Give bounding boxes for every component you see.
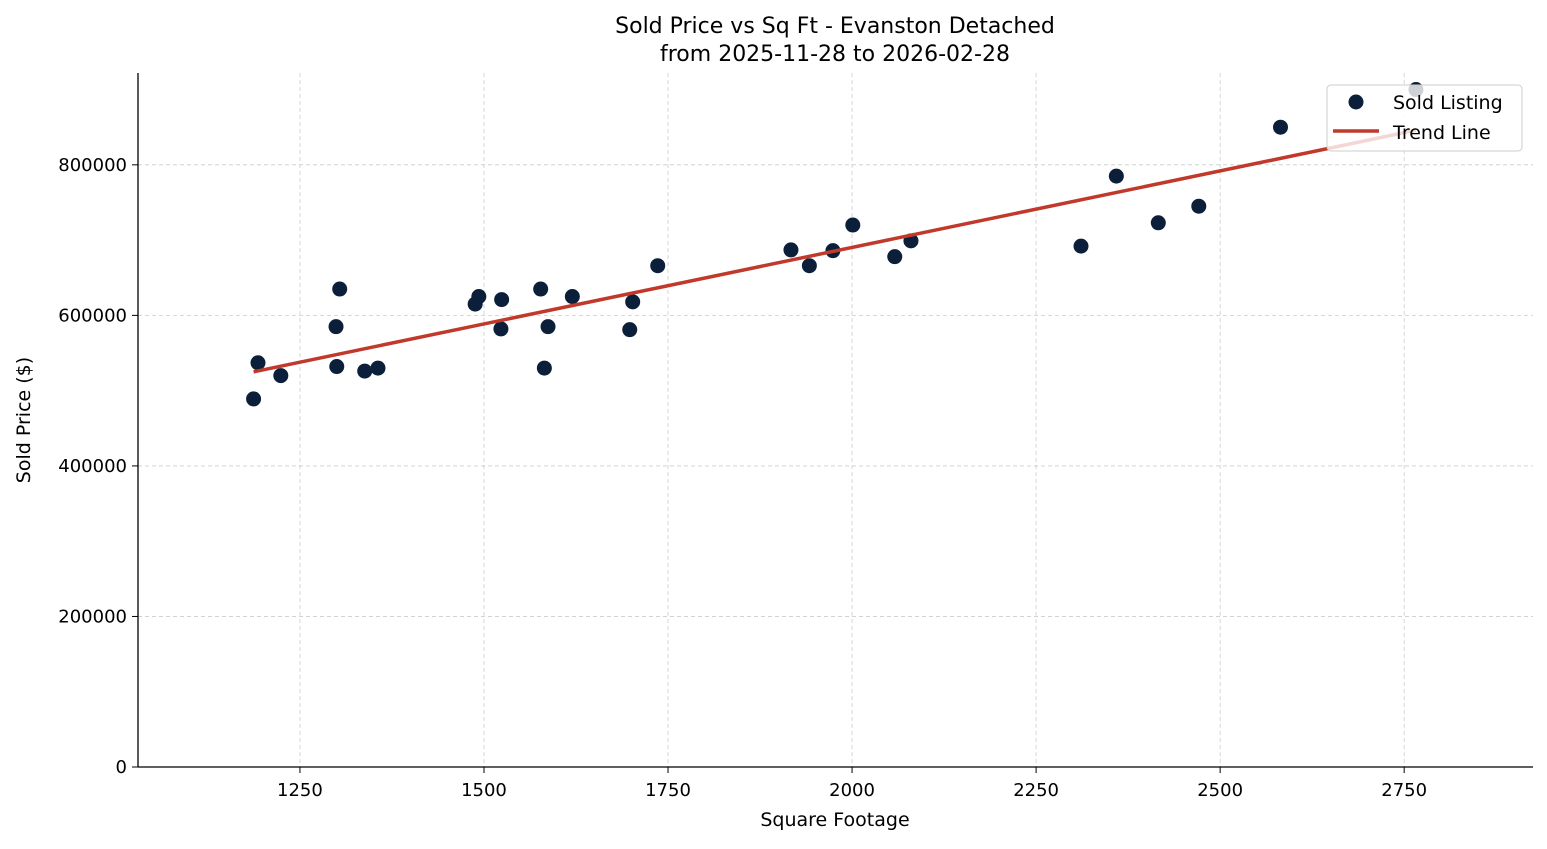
x-tick-label: 2000 [829,780,875,801]
data-point [471,289,487,305]
data-point [1073,238,1089,254]
data-point [783,242,799,258]
data-point [328,319,344,335]
data-point [801,258,817,274]
chart-subtitle: from 2025-11-28 to 2026-02-28 [660,42,1010,67]
y-tick-label: 400000 [58,456,127,477]
y-axis-label: Sold Price ($) [13,357,35,483]
x-tick-label: 1250 [277,780,323,801]
x-tick-label: 2250 [1013,780,1059,801]
chart-title: Sold Price vs Sq Ft - Evanston Detached [615,14,1055,39]
grid [138,73,1533,767]
data-point [1191,198,1207,214]
data-point [273,368,289,384]
data-point [650,258,666,274]
x-axis-label: Square Footage [760,809,909,831]
x-ticks: 1250 1500 1750 2000 2250 2500 2750 [277,767,1427,801]
data-point [564,289,580,305]
legend-label-trend-line: Trend Line [1392,122,1491,144]
x-tick-label: 2750 [1381,780,1427,801]
trend-line-group [253,128,1417,374]
data-point [332,281,348,297]
trend-line [253,128,1417,374]
data-point [250,355,266,371]
data-point [1150,215,1166,231]
data-point [625,294,641,310]
scatter-points [246,82,1424,407]
data-point [246,391,262,407]
legend-label-sold-listing: Sold Listing [1393,92,1503,114]
data-point [357,363,373,379]
data-point [533,281,549,297]
data-point [536,360,552,376]
y-tick-label: 200000 [58,606,127,627]
x-tick-label: 2500 [1197,780,1243,801]
data-point [494,292,510,308]
data-point [887,249,903,265]
legend: Sold Listing Trend Line [1326,84,1523,152]
data-point [540,319,556,335]
legend-marker-sold-listing [1348,94,1364,110]
x-tick-label: 1500 [461,780,507,801]
data-point [329,359,345,375]
data-point [370,360,386,376]
y-tick-label: 600000 [58,305,127,326]
data-point [1108,168,1124,184]
data-point [1273,119,1289,135]
y-ticks: 0 200000 400000 600000 800000 [58,155,138,778]
data-point [622,322,638,338]
legend-box [1326,84,1523,152]
data-point [845,217,861,233]
y-tick-label: 800000 [58,155,127,176]
data-point [493,321,509,337]
y-tick-label: 0 [116,757,127,778]
x-tick-label: 1750 [645,780,691,801]
